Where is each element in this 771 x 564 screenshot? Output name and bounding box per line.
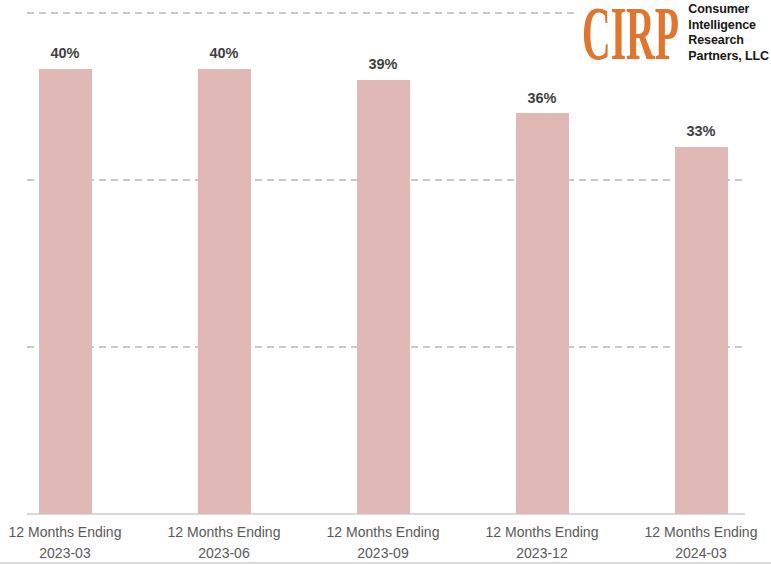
bar-value-label: 40% <box>184 46 264 61</box>
bar-value-label: 39% <box>343 57 423 72</box>
x-axis-label: 12 Months Ending2023-06 <box>144 522 304 564</box>
x-axis-label-line2: 2023-12 <box>462 543 622 564</box>
x-axis-label-line2: 2023-03 <box>0 543 145 564</box>
cirp-wordmark-icon: CIRP <box>582 2 681 64</box>
x-axis-label-line2: 2023-09 <box>303 543 463 564</box>
logo-org-line: Research <box>688 33 769 49</box>
bar <box>198 69 251 514</box>
plot-area: 40%12 Months Ending2023-0340%12 Months E… <box>0 0 771 564</box>
logo-org-line: Partners, LLC <box>688 49 769 65</box>
x-axis-label: 12 Months Ending2023-03 <box>0 522 145 564</box>
x-axis-label-line1: 12 Months Ending <box>621 522 771 543</box>
bar-value-label: 36% <box>502 91 582 106</box>
bar <box>357 80 410 514</box>
logo-org-line: Intelligence <box>688 18 769 34</box>
bar <box>516 113 569 514</box>
bar-value-label: 33% <box>661 124 741 139</box>
x-axis-label: 12 Months Ending2023-12 <box>462 522 622 564</box>
x-axis-label-line1: 12 Months Ending <box>0 522 145 543</box>
bar-value-label: 40% <box>25 46 105 61</box>
logo-org-name: Consumer Intelligence Research Partners,… <box>688 2 769 64</box>
x-axis-label-line1: 12 Months Ending <box>462 522 622 543</box>
bar <box>675 147 728 514</box>
cirp-wordmark-text: CIRP <box>582 2 679 64</box>
logo-org-line: Consumer <box>688 2 769 18</box>
bar-chart: 40%12 Months Ending2023-0340%12 Months E… <box>0 0 771 564</box>
cirp-logo: CIRP Consumer Intelligence Research Part… <box>575 2 769 64</box>
x-axis-label-line2: 2023-06 <box>144 543 304 564</box>
x-axis-label-line2: 2024-03 <box>621 543 771 564</box>
x-axis-label-line1: 12 Months Ending <box>303 522 463 543</box>
x-axis-label: 12 Months Ending2023-09 <box>303 522 463 564</box>
x-axis-label-line1: 12 Months Ending <box>144 522 304 543</box>
bar <box>39 69 92 514</box>
x-axis-label: 12 Months Ending2024-03 <box>621 522 771 564</box>
